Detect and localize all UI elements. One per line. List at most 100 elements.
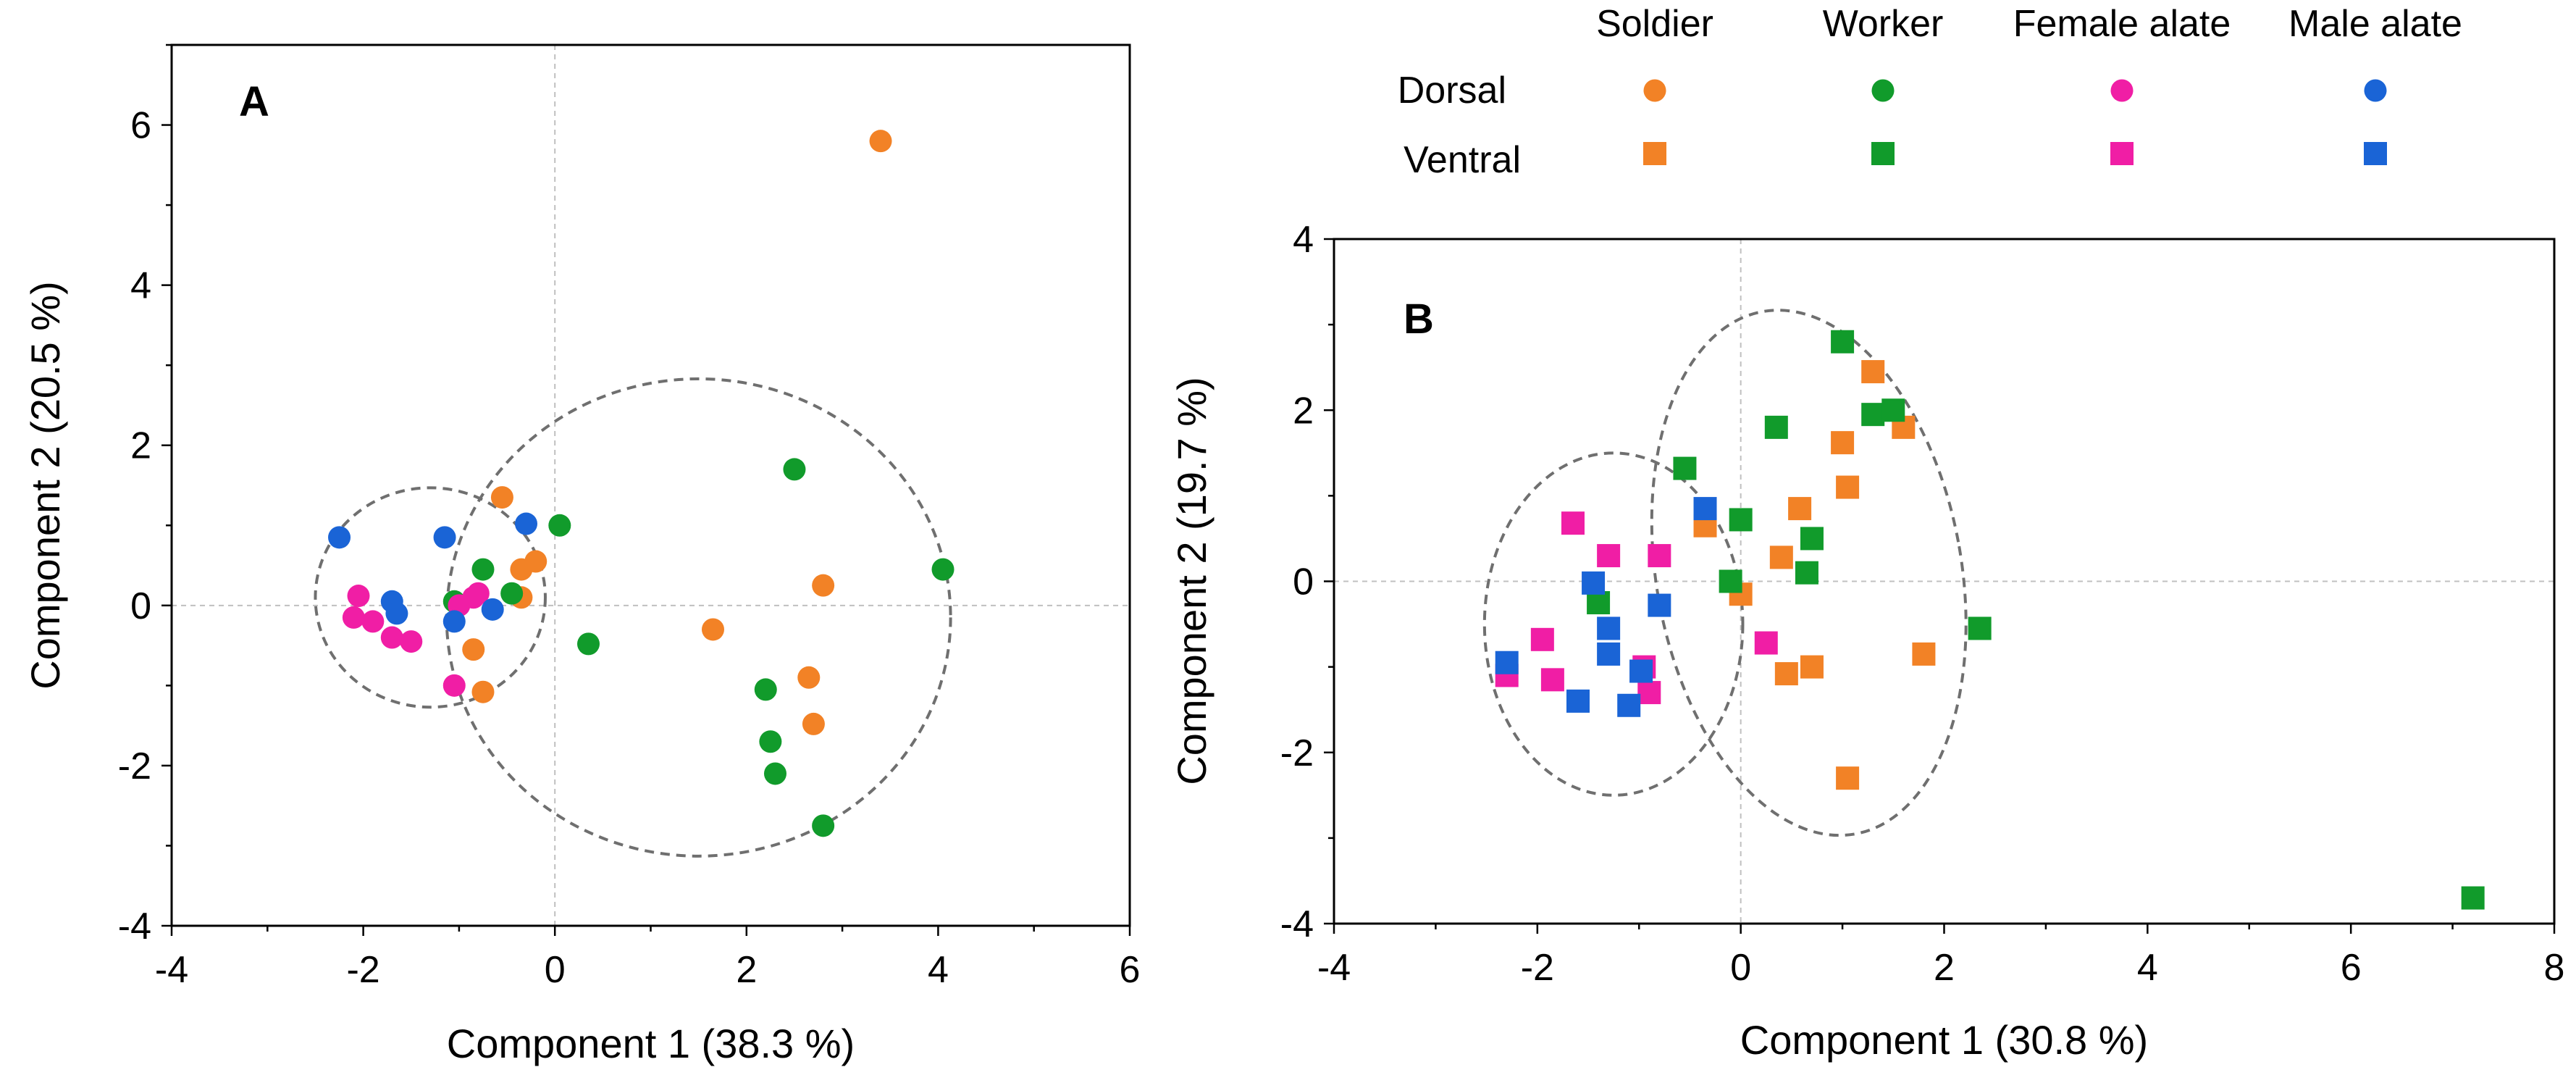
panel-b-point-male-alate xyxy=(1597,616,1621,640)
panel-b-point-soldier xyxy=(1831,431,1855,455)
panel-a-cluster-ellipse-2 xyxy=(445,377,952,858)
panel-b-point-soldier xyxy=(1836,475,1860,499)
panel-a-point-female-alate xyxy=(342,606,365,629)
panel-b-point-worker xyxy=(1764,415,1788,439)
panel-b-point-soldier xyxy=(1769,545,1793,569)
panel-a-cluster-ellipse-1 xyxy=(314,486,547,709)
panel-b-x-tick-label: 4 xyxy=(2137,947,2158,989)
panel-a: -4 -2 0 2 4 6 -4 -2 0 2 4 6 Component 1 (38.3 %) Comp… xyxy=(22,43,1141,1066)
panel-a-point-soldier xyxy=(471,680,495,703)
legend: Soldier Worker Female alate Male alate D… xyxy=(1398,3,2462,181)
panel-a-point-soldier xyxy=(490,486,513,509)
panel-a-letter: A xyxy=(239,78,269,125)
panel-a-point-worker xyxy=(548,514,571,537)
legend-row-ventral: Ventral xyxy=(1404,139,1521,181)
legend-col-female-alate: Female alate xyxy=(2013,3,2231,45)
panel-b-point-male-alate xyxy=(1495,651,1519,674)
legend-marker-soldier-ventral xyxy=(1643,142,1666,165)
panel-a-point-soldier xyxy=(802,712,825,735)
panel-b-point-soldier xyxy=(1836,766,1860,790)
panel-a-point-soldier xyxy=(462,638,485,661)
panel-b-x-axis-label: Component 1 (30.8 %) xyxy=(1740,1017,2148,1063)
panel-b-point-soldier xyxy=(1861,360,1885,384)
panel-a-x-tick-label: 2 xyxy=(736,949,757,991)
panel-a-point-worker xyxy=(754,678,777,701)
panel-a-point-worker xyxy=(759,730,782,753)
panel-b-point-worker xyxy=(2461,886,2485,910)
panel-b-point-worker xyxy=(1587,591,1611,615)
legend-marker-female-alate-ventral xyxy=(2110,142,2134,165)
panel-b: -4 -2 0 2 4 6 8 -4 -2 0 2 4 Component 1 (30.8 %) Comp… xyxy=(1169,219,2564,1063)
panel-a-point-soldier xyxy=(812,574,835,597)
panel-b-point-worker xyxy=(1673,456,1697,480)
panel-b-point-female-alate xyxy=(1597,544,1621,568)
panel-b-y-tick-label: 0 xyxy=(1293,561,1314,603)
panel-b-point-soldier xyxy=(1788,497,1812,521)
panel-b-cluster-ellipse-2 xyxy=(1650,309,1968,837)
panel-a-x-tick-label: 4 xyxy=(928,949,949,991)
panel-a-y-tick-label: 6 xyxy=(130,105,151,147)
legend-marker-female-alate-dorsal xyxy=(2110,79,2134,102)
panel-a-y-tick-label: -2 xyxy=(118,745,151,787)
legend-col-worker: Worker xyxy=(1823,3,1944,45)
legend-marker-male-alate-ventral xyxy=(2364,142,2387,165)
panel-a-y-tick-label: 4 xyxy=(130,265,151,307)
panel-b-point-worker xyxy=(1795,561,1818,585)
panel-b-point-worker xyxy=(1729,508,1753,532)
panel-a-point-female-alate xyxy=(380,626,403,649)
panel-b-x-tick-label: 8 xyxy=(2544,947,2565,989)
legend-col-male-alate: Male alate xyxy=(2288,3,2462,45)
panel-a-point-female-alate xyxy=(347,585,370,608)
panel-b-point-female-alate xyxy=(1540,668,1564,692)
panel-a-point-worker xyxy=(783,458,806,481)
panel-a-point-male-alate xyxy=(515,512,538,535)
panel-b-point-worker xyxy=(1881,398,1905,422)
panel-a-point-soldier xyxy=(797,666,821,689)
panel-b-point-worker xyxy=(1968,616,1992,640)
panel-a-x-tick-label: -2 xyxy=(346,949,379,991)
panel-b-y-tick-label: 4 xyxy=(1293,219,1314,261)
panel-b-point-soldier xyxy=(1774,662,1798,686)
panel-b-point-male-alate xyxy=(1597,642,1621,666)
panel-a-point-male-alate xyxy=(433,526,456,549)
panel-a-y-axis-label: Component 2 (20.5 %) xyxy=(22,281,68,689)
panel-b-x-tick-label: 2 xyxy=(1934,947,1955,989)
panel-a-point-worker xyxy=(471,558,495,581)
panel-b-point-worker xyxy=(1800,527,1824,551)
panel-a-x-tick-label: 6 xyxy=(1120,949,1141,991)
panel-a-point-worker xyxy=(500,582,524,605)
panel-b-point-worker xyxy=(1719,569,1742,593)
panel-b-x-tick-label: -2 xyxy=(1521,947,1554,989)
panel-b-point-male-alate xyxy=(1566,689,1590,713)
panel-a-y-tick-label: 2 xyxy=(130,425,151,467)
panel-a-x-tick-label: 0 xyxy=(545,949,566,991)
panel-a-point-female-alate xyxy=(400,630,423,653)
panel-b-y-tick-label: 2 xyxy=(1293,390,1314,432)
legend-row-dorsal: Dorsal xyxy=(1398,70,1506,112)
panel-b-point-soldier xyxy=(1912,642,1936,666)
panel-a-point-soldier xyxy=(869,130,892,153)
legend-marker-worker-dorsal xyxy=(1871,79,1895,102)
panel-b-y-tick-label: -4 xyxy=(1280,903,1314,945)
panel-a-point-male-alate xyxy=(328,526,351,549)
panel-a-point-male-alate xyxy=(442,610,466,633)
panel-b-letter: B xyxy=(1404,296,1434,343)
panel-b-point-worker xyxy=(1861,403,1885,427)
panel-a-y-tick-label: 0 xyxy=(130,585,151,627)
panel-b-point-soldier xyxy=(1800,655,1824,679)
panel-b-x-tick-label: -4 xyxy=(1317,947,1351,989)
panel-b-point-female-alate xyxy=(1561,511,1585,535)
panel-b-point-worker xyxy=(1831,330,1855,354)
panel-b-point-female-alate xyxy=(1754,631,1778,655)
panel-a-point-female-alate xyxy=(466,582,490,605)
panel-b-x-tick-label: 0 xyxy=(1730,947,1751,989)
panel-a-point-soldier xyxy=(701,618,724,641)
panel-b-point-male-alate xyxy=(1693,497,1717,521)
panel-a-point-worker xyxy=(763,762,786,785)
panel-b-point-male-alate xyxy=(1582,571,1606,595)
panel-b-cluster-ellipse-1 xyxy=(1482,451,1745,797)
panel-b-x-tick-label: 6 xyxy=(2341,947,2362,989)
panel-a-frame xyxy=(170,43,1131,927)
panel-a-point-worker xyxy=(931,558,955,581)
